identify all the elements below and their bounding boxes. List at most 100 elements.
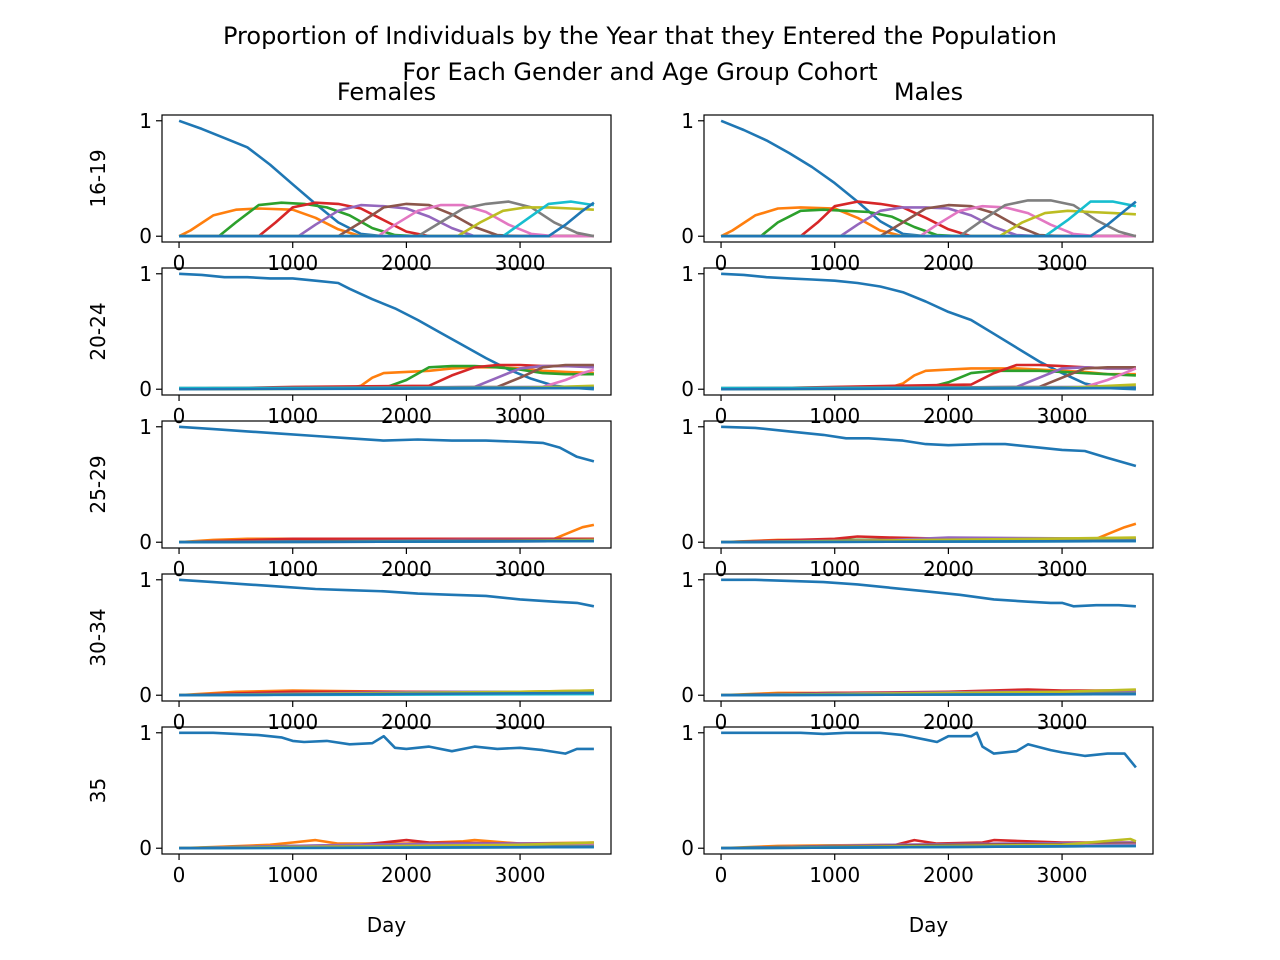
y-tick-label: 1: [681, 415, 694, 439]
series-group: [721, 425, 1137, 544]
series-group: [179, 578, 595, 697]
x-tick-label: 1000: [267, 863, 318, 887]
x-axis-label: Day: [367, 913, 407, 937]
row-label: 20-24: [86, 302, 110, 360]
series-group: [179, 272, 595, 391]
x-tick-label: 0: [715, 863, 728, 887]
series-group: [721, 731, 1137, 850]
x-tick-label: 2000: [381, 404, 432, 428]
x-tick-label: 2000: [923, 251, 974, 275]
y-tick-label: 0: [681, 836, 694, 860]
x-tick-label: 2000: [381, 710, 432, 734]
x-tick-label: 3000: [495, 863, 546, 887]
series-group: [179, 425, 595, 544]
x-tick-label: 0: [715, 404, 728, 428]
x-tick-label: 0: [715, 251, 728, 275]
series-line-7: [179, 203, 594, 238]
x-tick-label: 1000: [809, 557, 860, 581]
x-tick-label: 2000: [923, 710, 974, 734]
series-line-1: [721, 425, 1137, 468]
y-tick-label: 0: [139, 530, 152, 554]
x-tick-label: 2000: [381, 557, 432, 581]
y-tick-label: 1: [681, 721, 694, 745]
y-tick-label: 0: [139, 836, 152, 860]
series-line-11: [179, 539, 594, 544]
x-tick-label: 3000: [495, 710, 546, 734]
y-tick-label: 1: [139, 415, 152, 439]
x-tick-label: 2000: [923, 863, 974, 887]
x-tick-label: 1000: [809, 404, 860, 428]
y-tick-label: 1: [139, 721, 152, 745]
series-line-9: [179, 206, 594, 238]
panel-females-35: 0 1 0 1000 2000 3000 35 Day: [86, 721, 612, 937]
axes-frame: [161, 267, 612, 396]
axes-frame: [161, 573, 612, 702]
series-line-1: [179, 731, 594, 755]
panel-males-16-19: 0 1 0 1000 2000 3000 Males: [681, 78, 1154, 275]
x-tick-label: 3000: [495, 404, 546, 428]
axes-frame: [161, 114, 612, 243]
x-tick-label: 3000: [1037, 710, 1088, 734]
x-tick-label: 0: [715, 557, 728, 581]
y-tick-label: 1: [139, 568, 152, 592]
series-group: [179, 731, 594, 850]
y-tick-label: 0: [139, 224, 152, 248]
series-line-9: [721, 209, 1136, 238]
series-line-11: [721, 692, 1136, 697]
series-line-11: [721, 539, 1136, 544]
y-tick-label: 0: [139, 683, 152, 707]
x-tick-label: 3000: [1037, 404, 1088, 428]
y-tick-label: 1: [681, 109, 694, 133]
series-line-11: [721, 200, 1137, 238]
y-tick-label: 0: [139, 377, 152, 401]
x-tick-label: 2000: [381, 251, 432, 275]
axes-frame: [161, 420, 612, 549]
series-group: [720, 119, 1137, 238]
series-line-1: [721, 731, 1137, 769]
x-tick-label: 2000: [923, 404, 974, 428]
x-tick-label: 1000: [267, 404, 318, 428]
panel-males-30-34: 0 1 0 1000 2000 3000: [681, 568, 1154, 734]
series-line-1: [179, 425, 595, 463]
row-label: 25-29: [86, 455, 110, 513]
axes-frame: [703, 420, 1154, 549]
figure-title-line1: Proportion of Individuals by the Year th…: [223, 22, 1057, 50]
series-group: [721, 272, 1137, 391]
x-tick-label: 0: [173, 863, 186, 887]
x-tick-label: 1000: [267, 710, 318, 734]
series-line-8: [179, 200, 595, 238]
x-tick-label: 0: [173, 557, 186, 581]
series-group: [178, 119, 595, 238]
row-label: 35: [86, 778, 110, 803]
x-tick-label: 3000: [1037, 863, 1088, 887]
x-tick-label: 3000: [495, 251, 546, 275]
series-line-7: [721, 204, 1136, 238]
x-tick-label: 1000: [267, 557, 318, 581]
series-line-1: [721, 578, 1136, 608]
x-tick-label: 0: [715, 710, 728, 734]
series-line-11: [721, 386, 1136, 391]
axes-frame: [703, 726, 1154, 855]
series-line-11: [721, 844, 1136, 850]
series-line-11: [179, 386, 594, 391]
x-tick-label: 0: [173, 404, 186, 428]
panel-females-25-29: 0 1 0 1000 2000 3000 25-29: [86, 415, 612, 581]
y-tick-label: 1: [139, 109, 152, 133]
panel-females-16-19: 0 1 0 1000 2000 3000 16-19 Females: [86, 78, 612, 275]
y-tick-label: 0: [681, 530, 694, 554]
panel-females-20-24: 0 1 0 1000 2000 3000 20-24: [86, 262, 612, 428]
series-line-11: [179, 691, 594, 697]
x-tick-label: 0: [173, 710, 186, 734]
series-line-1: [179, 272, 594, 391]
x-tick-label: 3000: [1037, 251, 1088, 275]
y-tick-label: 1: [681, 262, 694, 286]
y-tick-label: 0: [681, 683, 694, 707]
series-line-11: [179, 845, 594, 850]
x-tick-label: 1000: [809, 251, 860, 275]
x-tick-label: 2000: [923, 557, 974, 581]
panel-males-25-29: 0 1 0 1000 2000 3000: [681, 415, 1154, 581]
axes-frame: [703, 114, 1154, 243]
y-tick-label: 1: [681, 568, 694, 592]
